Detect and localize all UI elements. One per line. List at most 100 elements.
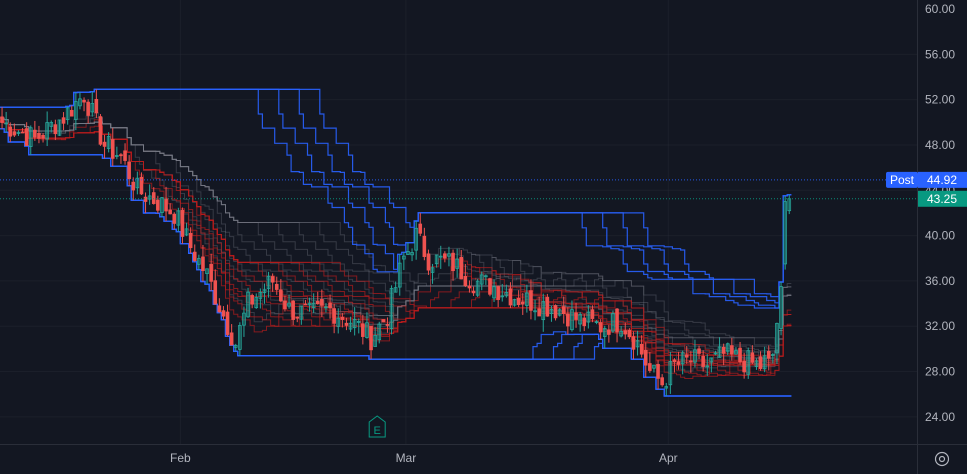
candle-down xyxy=(131,181,136,191)
candle-down xyxy=(537,308,541,317)
candle-up xyxy=(397,262,402,288)
candle-down xyxy=(623,330,628,335)
candle-down xyxy=(151,192,156,204)
candle-down xyxy=(94,99,99,114)
candle-down xyxy=(361,323,365,337)
candle-up xyxy=(254,297,259,309)
candle-up xyxy=(775,322,779,354)
candle-down xyxy=(750,352,755,363)
candle-up xyxy=(90,103,95,113)
candle-up xyxy=(258,291,263,299)
candle-down xyxy=(516,297,521,306)
candle-up xyxy=(717,346,722,358)
candle-down xyxy=(574,312,578,320)
candle-up xyxy=(602,328,607,337)
candle-up xyxy=(4,122,8,125)
candle-down xyxy=(385,324,390,326)
candle-up xyxy=(135,177,140,189)
lower-band-line xyxy=(0,128,792,397)
candle-up xyxy=(348,322,353,330)
candle-down xyxy=(639,343,644,355)
candle-up xyxy=(373,334,377,347)
candle-down xyxy=(508,288,513,306)
upper-band-line xyxy=(0,88,792,304)
candle-down xyxy=(648,363,652,371)
candle-up xyxy=(365,322,369,338)
candle-down xyxy=(98,116,103,145)
candle-down xyxy=(61,117,66,124)
post-label-bg xyxy=(886,171,918,188)
candle-down xyxy=(742,360,746,373)
candle-up xyxy=(356,321,361,323)
candle-down xyxy=(123,150,127,161)
grid xyxy=(0,0,917,444)
candle-down xyxy=(217,305,222,313)
candle-up xyxy=(586,311,591,323)
candle-down xyxy=(451,252,455,272)
candle-down xyxy=(615,308,619,333)
candle-down xyxy=(369,325,373,351)
candle-up xyxy=(725,343,730,352)
candle-down xyxy=(168,209,172,215)
candle-down xyxy=(721,346,726,354)
candle-down xyxy=(766,350,771,359)
candle-down xyxy=(192,251,197,261)
settings-gear-icon[interactable] xyxy=(934,451,950,467)
ribbon-line-gray xyxy=(0,117,792,368)
candle-down xyxy=(33,129,37,138)
price-tick-label: 24.00 xyxy=(925,410,955,424)
candle-down xyxy=(566,313,570,327)
ribbon-line-red xyxy=(0,120,792,364)
candle-up xyxy=(205,268,209,275)
candle-down xyxy=(213,280,218,305)
candle-down xyxy=(344,322,349,326)
candle-down xyxy=(0,116,4,123)
candle-down xyxy=(758,356,763,369)
candle-down xyxy=(520,301,525,305)
candle-up xyxy=(475,280,480,296)
candle-down xyxy=(684,354,689,358)
candle-down xyxy=(697,348,701,354)
candle-down xyxy=(496,286,500,301)
candle-up xyxy=(779,286,783,329)
donchian-bands xyxy=(0,88,792,397)
candle-down xyxy=(738,347,742,363)
post-label: Post xyxy=(890,173,915,187)
candle-up xyxy=(393,287,398,293)
candle-down xyxy=(156,199,160,211)
candle-down xyxy=(291,300,295,320)
post-price-tag-bg xyxy=(918,171,967,188)
price-axis[interactable]: 60.0056.0052.0048.0044.0040.0036.0032.00… xyxy=(925,2,955,424)
candle-down xyxy=(279,289,283,302)
candle-down xyxy=(209,263,213,282)
candle-down xyxy=(672,359,677,363)
candle-up xyxy=(664,386,669,389)
candle-down xyxy=(488,278,492,295)
candle-up xyxy=(746,350,751,375)
candle-down xyxy=(119,154,123,157)
candle-down xyxy=(270,276,275,283)
time-axis[interactable]: Feb Mar Apr xyxy=(170,451,678,465)
candle-down xyxy=(53,124,58,135)
candle-up xyxy=(771,354,775,356)
candle-down xyxy=(545,296,550,317)
earnings-event-marker[interactable]: E xyxy=(368,415,386,438)
candle-up xyxy=(238,325,242,350)
candle-down xyxy=(127,161,131,180)
ribbon-line-red xyxy=(0,120,792,366)
candlesticks xyxy=(0,89,792,397)
last-price-tag: 43.25 xyxy=(927,192,957,206)
candle-down xyxy=(676,361,681,365)
price-tags: Post 44.92 43.25 xyxy=(886,171,967,207)
candle-up xyxy=(299,305,304,320)
candle-up xyxy=(176,210,181,226)
candle-down xyxy=(320,299,324,306)
candle-down xyxy=(164,198,168,212)
candle-down xyxy=(643,349,648,366)
candle-up xyxy=(500,295,505,298)
candle-down xyxy=(553,305,558,319)
candle-down xyxy=(24,128,29,146)
ribbon-line-gray xyxy=(0,117,792,347)
